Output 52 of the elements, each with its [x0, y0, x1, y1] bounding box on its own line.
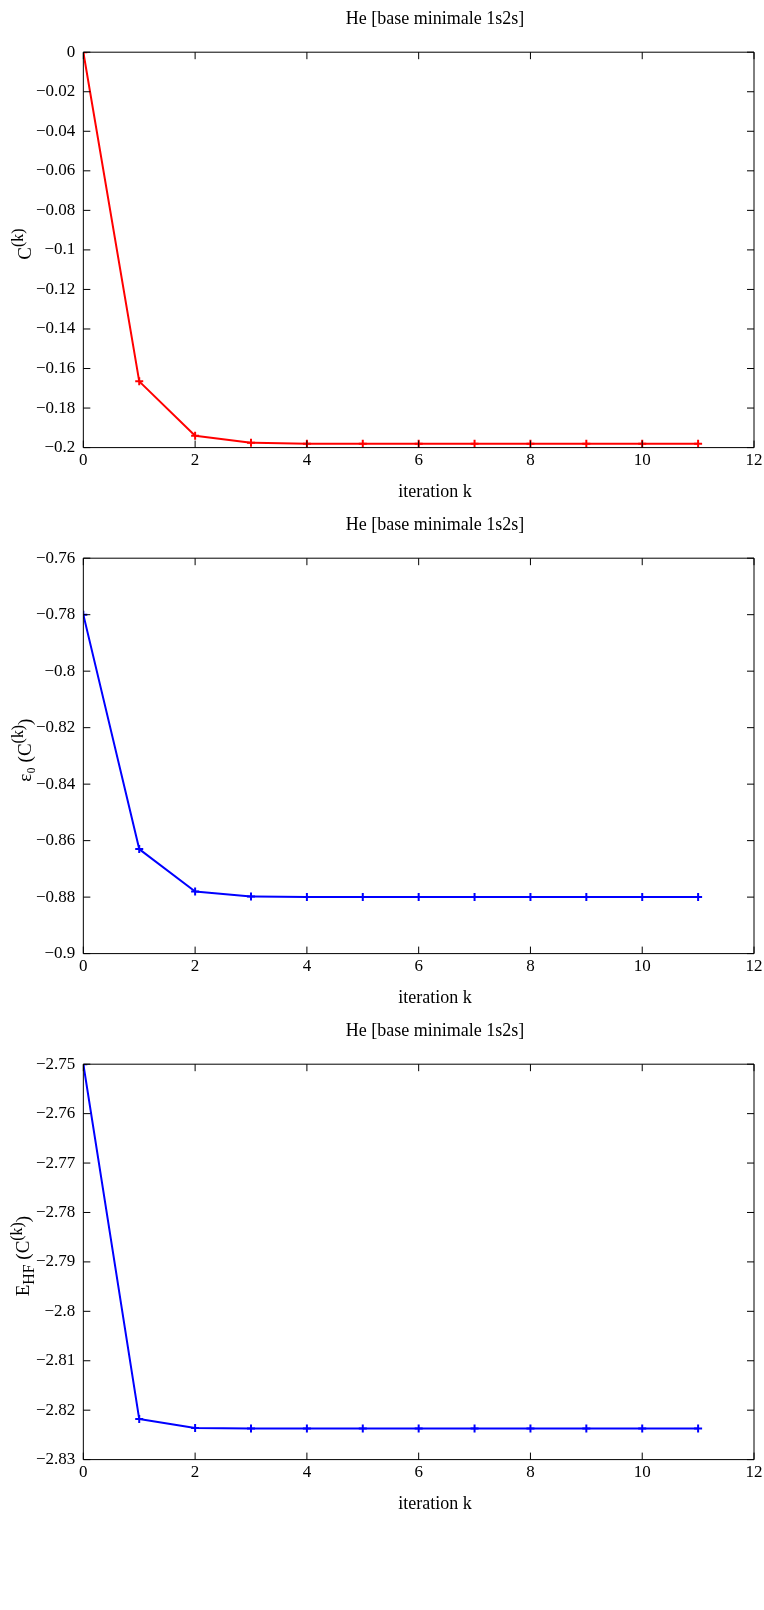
y-tick-label: −0.8 — [44, 660, 76, 680]
x-tick-label: 12 — [745, 956, 763, 976]
y-tick-label: −0.78 — [35, 604, 76, 624]
y-tick-label: −0.08 — [35, 199, 76, 219]
x-tick-label: 2 — [190, 956, 200, 976]
y-tick-label: −0.84 — [35, 773, 76, 793]
x-tick-label: 2 — [190, 1462, 200, 1482]
x-tick-label: 10 — [633, 956, 651, 976]
x-tick-label: 6 — [414, 956, 423, 976]
chart-title: He [base minimale 1s2s] — [344, 8, 526, 30]
y-tick-label: −0.14 — [35, 318, 76, 338]
y-tick-label: −0.86 — [35, 830, 76, 850]
y-tick-label: −0.76 — [35, 547, 76, 567]
x-tick-label: 8 — [526, 1462, 535, 1482]
y-tick-label: −0.9 — [44, 943, 76, 963]
y-tick-label: −0.82 — [35, 717, 76, 737]
y-tick-label: −0.2 — [44, 437, 76, 457]
x-tick-label: 12 — [745, 450, 763, 470]
y-tick-label: −2.82 — [35, 1399, 76, 1419]
x-tick-label: 8 — [526, 956, 535, 976]
y-tick-label: −0.1 — [44, 239, 76, 259]
y-tick-label: −2.83 — [35, 1449, 76, 1469]
chart-title: He [base minimale 1s2s] — [344, 1020, 526, 1042]
chart-title: He [base minimale 1s2s] — [344, 514, 526, 536]
x-tick-label: 12 — [745, 1462, 763, 1482]
x-tick-label: 10 — [633, 1462, 651, 1482]
y-tick-label: −0.12 — [35, 278, 76, 298]
x-axis-title: iteration k — [397, 1492, 473, 1515]
y-tick-label: 0 — [66, 41, 76, 61]
y-tick-label: −2.79 — [35, 1251, 76, 1271]
y-tick-label: −0.04 — [35, 120, 76, 140]
x-tick-label: 2 — [190, 450, 200, 470]
x-tick-label: 6 — [414, 1462, 423, 1482]
y-tick-label: −0.88 — [35, 886, 76, 906]
y-tick-label: −2.81 — [35, 1350, 76, 1370]
x-tick-label: 6 — [414, 450, 423, 470]
y-tick-label: −2.77 — [35, 1152, 76, 1172]
x-tick-label: 4 — [302, 450, 312, 470]
x-tick-label: 10 — [633, 450, 651, 470]
x-axis-title: iteration k — [397, 986, 473, 1009]
x-axis-title: iteration k — [397, 480, 473, 503]
x-tick-label: 8 — [526, 450, 535, 470]
y-tick-label: −0.06 — [35, 160, 76, 180]
y-tick-label: −2.78 — [35, 1201, 76, 1221]
x-tick-label: 4 — [302, 956, 312, 976]
y-tick-label: −2.75 — [35, 1053, 76, 1073]
y-tick-label: −0.18 — [35, 397, 76, 417]
y-tick-label: −2.8 — [44, 1300, 76, 1320]
y-tick-label: −2.76 — [35, 1103, 76, 1123]
y-tick-label: −0.02 — [35, 81, 76, 101]
x-tick-label: 4 — [302, 1462, 312, 1482]
y-tick-label: −0.16 — [35, 357, 76, 377]
